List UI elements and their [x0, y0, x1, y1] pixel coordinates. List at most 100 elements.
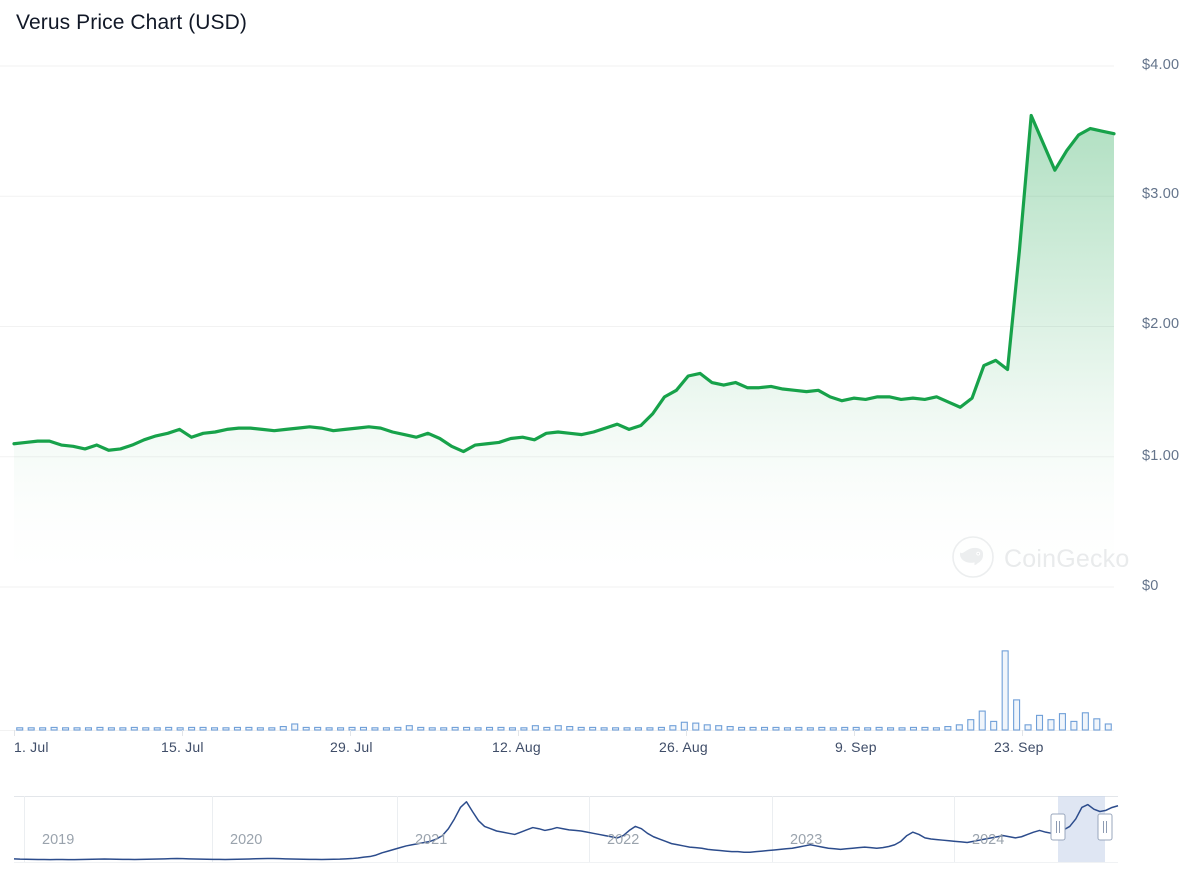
volume-bar[interactable] — [440, 727, 448, 731]
volume-bar[interactable] — [1047, 719, 1055, 731]
volume-bar[interactable] — [84, 727, 93, 731]
volume-bar[interactable] — [417, 726, 425, 731]
volume-bar[interactable] — [634, 727, 643, 731]
volume-bar[interactable] — [337, 727, 345, 731]
volume-bar[interactable] — [27, 727, 35, 731]
volume-bar[interactable] — [451, 726, 459, 731]
volume-bar[interactable] — [50, 726, 58, 731]
navigator-handle-left[interactable] — [1050, 813, 1066, 841]
volume-bar[interactable] — [646, 727, 654, 731]
volume-bar[interactable] — [222, 727, 230, 731]
volume-bar[interactable] — [188, 726, 196, 731]
navigator-handle-right[interactable] — [1097, 813, 1113, 841]
volume-bar[interactable] — [864, 727, 872, 731]
volume-bar[interactable] — [806, 727, 814, 731]
volume-bar[interactable] — [291, 723, 299, 731]
volume-bar[interactable] — [1058, 713, 1066, 731]
volume-bar[interactable] — [1035, 714, 1044, 731]
volume-bar[interactable] — [703, 724, 711, 731]
volume-bar[interactable] — [852, 726, 860, 731]
volume-bar[interactable] — [887, 727, 895, 731]
volume-bar[interactable] — [554, 725, 562, 731]
volume-bar[interactable] — [233, 726, 241, 731]
volume-bar[interactable] — [875, 726, 883, 731]
volume-bar[interactable] — [680, 721, 688, 731]
navigator-svg[interactable] — [0, 790, 1130, 870]
volume-bar[interactable] — [623, 727, 631, 731]
volume-bar[interactable] — [497, 726, 505, 731]
volume-bar[interactable] — [359, 726, 368, 731]
volume-bar[interactable] — [749, 726, 757, 731]
volume-bar[interactable] — [589, 726, 597, 731]
volume-bar[interactable] — [1013, 699, 1021, 731]
volume-bar[interactable] — [1081, 712, 1089, 731]
volume-bar[interactable] — [760, 726, 769, 731]
volume-bar[interactable] — [795, 726, 803, 731]
volume-bar[interactable] — [16, 727, 24, 731]
volume-bar[interactable] — [302, 726, 310, 731]
volume-bar[interactable] — [325, 727, 333, 731]
volume-bar[interactable] — [382, 727, 390, 731]
volume-bar[interactable] — [669, 725, 677, 731]
volume-bar[interactable] — [39, 727, 47, 731]
volume-bar[interactable] — [394, 726, 402, 731]
volume-bar[interactable] — [612, 727, 620, 731]
volume-bar[interactable] — [978, 710, 986, 731]
volume-bar[interactable] — [1024, 724, 1032, 731]
volume-bar[interactable] — [1001, 650, 1009, 731]
volume-bar[interactable] — [96, 726, 104, 731]
volume-bar[interactable] — [268, 727, 276, 731]
volume-bar[interactable] — [73, 727, 81, 731]
volume-bar[interactable] — [531, 725, 539, 731]
volume-bar[interactable] — [1104, 723, 1112, 731]
volume-bar[interactable] — [165, 726, 173, 731]
volume-bar[interactable] — [130, 726, 138, 731]
volume-bar[interactable] — [921, 726, 929, 731]
volume-bar[interactable] — [142, 727, 150, 731]
volume-bar[interactable] — [783, 727, 791, 731]
volume-bar[interactable] — [210, 727, 219, 731]
volume-bar[interactable] — [909, 726, 918, 731]
volume-bar[interactable] — [772, 726, 780, 731]
volume-bar[interactable] — [371, 727, 379, 731]
volume-bar[interactable] — [107, 727, 115, 731]
volume-bar[interactable] — [600, 727, 608, 731]
volume-bar[interactable] — [990, 720, 998, 731]
volume-bar[interactable] — [577, 726, 585, 731]
volume-bar[interactable] — [967, 719, 975, 731]
volume-bar[interactable] — [405, 725, 413, 731]
volume-bar[interactable] — [692, 722, 700, 731]
volume-bar[interactable] — [62, 727, 70, 731]
volume-bar-chart[interactable] — [0, 630, 1130, 738]
volume-bar[interactable] — [932, 727, 940, 731]
range-navigator[interactable] — [0, 790, 1130, 870]
volume-bar[interactable] — [508, 727, 516, 731]
volume-bar[interactable] — [474, 727, 482, 731]
price-area-chart[interactable] — [0, 55, 1130, 600]
volume-bar[interactable] — [738, 726, 746, 731]
volume-bar[interactable] — [153, 727, 161, 731]
volume-bar[interactable] — [279, 726, 287, 731]
volume-bar[interactable] — [463, 726, 471, 731]
volume-bar[interactable] — [543, 726, 551, 731]
volume-bar[interactable] — [119, 727, 127, 731]
volume-bar[interactable] — [657, 726, 665, 731]
volume-bar[interactable] — [348, 726, 356, 731]
volume-bar[interactable] — [841, 726, 849, 731]
volume-bar[interactable] — [944, 726, 952, 731]
volume-bar[interactable] — [1070, 720, 1078, 731]
volume-bar[interactable] — [818, 726, 826, 731]
volume-bar[interactable] — [199, 726, 207, 731]
volume-bar[interactable] — [245, 726, 253, 731]
volume-bar[interactable] — [955, 724, 963, 731]
volume-bar[interactable] — [485, 726, 494, 731]
volume-bar[interactable] — [1093, 718, 1101, 731]
volume-bar[interactable] — [520, 727, 528, 731]
volume-bar[interactable] — [176, 727, 184, 731]
volume-bar[interactable] — [256, 727, 264, 731]
volume-bar[interactable] — [566, 726, 574, 731]
volume-bar[interactable] — [314, 726, 322, 731]
volume-bar[interactable] — [715, 725, 723, 731]
volume-bar[interactable] — [829, 727, 837, 731]
volume-bar[interactable] — [898, 727, 906, 731]
